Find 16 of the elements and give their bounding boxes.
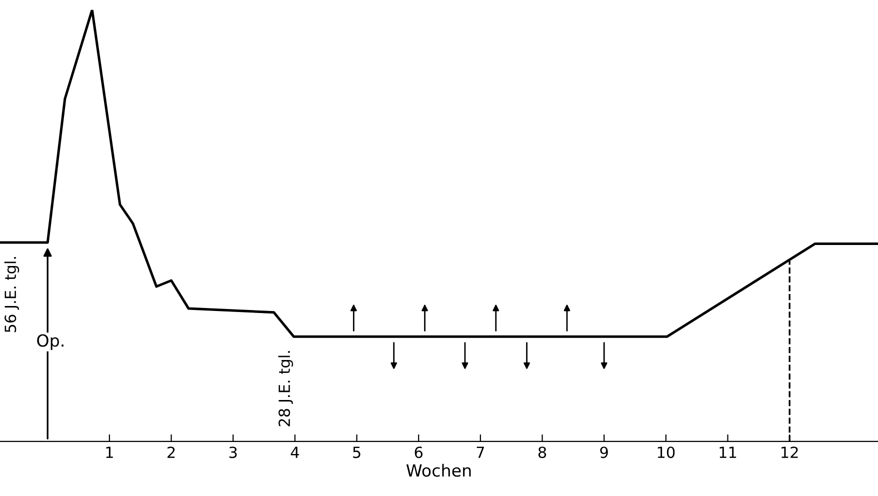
x-tick-label: 3 bbox=[229, 446, 237, 458]
annotation: Op. bbox=[37, 334, 64, 350]
x-tick-label: 12 bbox=[782, 446, 798, 458]
x-tick-label: 5 bbox=[353, 446, 360, 458]
x-tick-label: 9 bbox=[600, 446, 608, 458]
x-tick-label: 1 bbox=[106, 446, 113, 458]
x-tick-label: 11 bbox=[720, 446, 736, 458]
annotation: 56 J.E. tgl. bbox=[4, 257, 20, 332]
x-tick-label: 8 bbox=[538, 446, 546, 458]
x-tick-label: 6 bbox=[414, 446, 422, 458]
x-axis-title: Wochen bbox=[406, 464, 471, 477]
x-tick-label: 7 bbox=[476, 446, 484, 458]
x-tick-label: 4 bbox=[290, 446, 299, 458]
annotation: 28 J.E. tgl. bbox=[278, 351, 294, 426]
x-tick-label: 2 bbox=[168, 446, 175, 458]
x-tick-label: 10 bbox=[658, 446, 675, 458]
